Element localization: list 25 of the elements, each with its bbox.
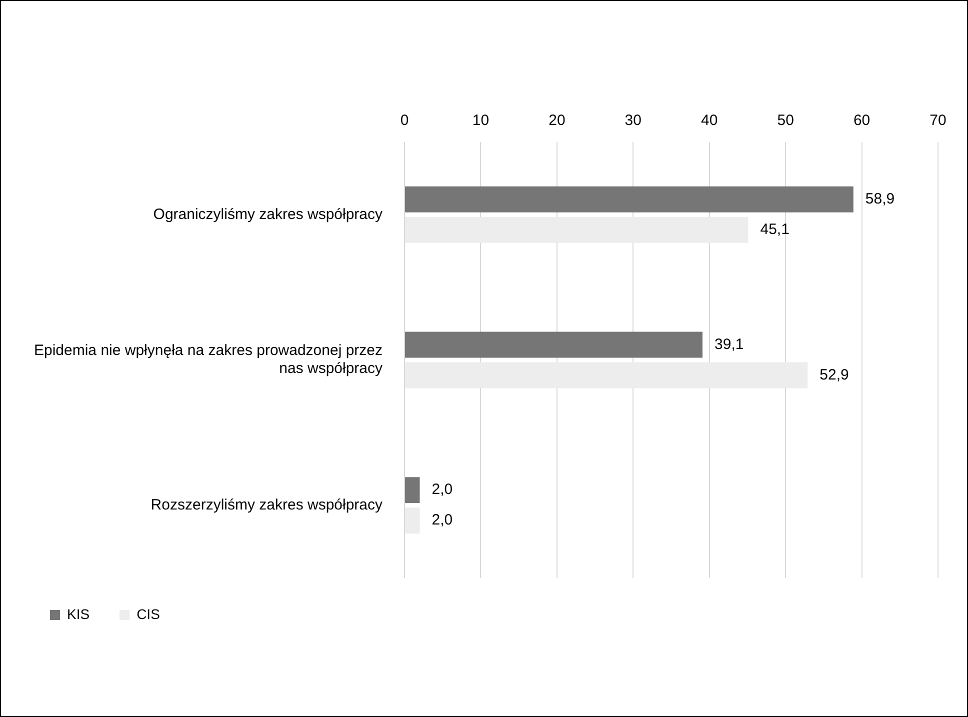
x-tick-label: 30: [624, 112, 642, 130]
bar: [405, 216, 748, 243]
bar: [405, 186, 854, 212]
legend-label: CIS: [136, 606, 160, 622]
data-label: 45,1: [760, 221, 790, 238]
x-tick-label: 70: [930, 112, 946, 130]
y-tick-label: Rozszerzyliśmy zakres współpracy: [150, 496, 384, 514]
x-tick-label: 40: [701, 112, 718, 130]
bar: [405, 508, 420, 534]
bar: [405, 362, 808, 388]
x-tick-label: 50: [777, 112, 794, 130]
data-label: 2,0: [432, 481, 453, 498]
data-label: 58,9: [865, 190, 895, 208]
bar: [405, 332, 703, 358]
y-tick-label: Epidemia nie wpłynęła na zakres prowadzonej przez nas współpracy: [34, 342, 384, 378]
x-tick-label: 0: [400, 112, 409, 130]
data-label: 2,0: [432, 512, 453, 529]
bar: [405, 477, 420, 504]
data-label: 39,1: [714, 336, 744, 353]
data-label: 52,9: [820, 366, 849, 384]
legend-label: KIS: [67, 606, 90, 622]
x-tick-label: 20: [548, 112, 566, 130]
x-tick-label: 10: [472, 112, 490, 130]
x-tick-label: 60: [853, 112, 870, 130]
y-tick-label: Ograniczyliśmy zakres współpracy: [153, 206, 384, 223]
